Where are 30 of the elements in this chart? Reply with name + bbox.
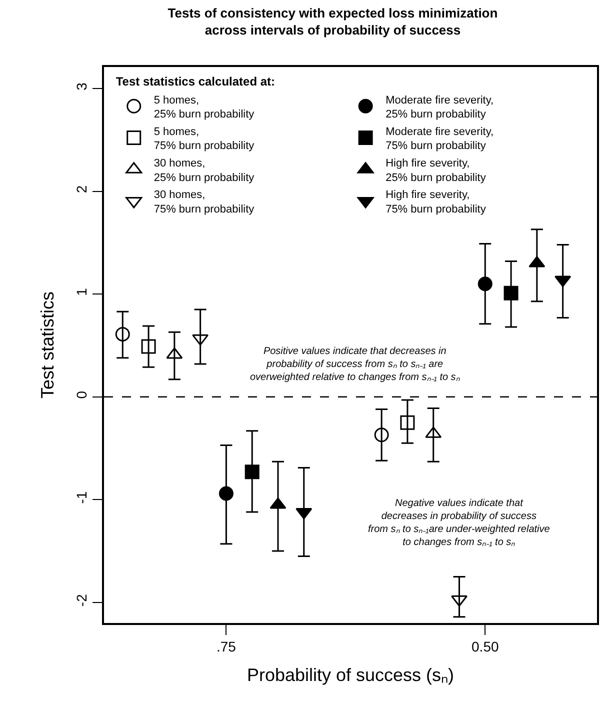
x-axis-title: Probability of success (sₙ) bbox=[246, 665, 454, 686]
annotation: Negative values indicate that decreases in probability of success from sₙ to sₙ₋₁are under-weighted relative to changes from sₙ₋₁ to sₙ bbox=[368, 498, 550, 548]
legend-label: 5 homes, 25% burn probability bbox=[154, 94, 255, 121]
x-tick-label: 0.50 bbox=[472, 638, 499, 655]
point bbox=[115, 326, 130, 342]
point bbox=[141, 339, 156, 354]
y-tick-label: -2 bbox=[74, 594, 90, 607]
legend-label: 30 homes, 75% burn probability bbox=[154, 189, 255, 216]
legend-label: 30 homes, 25% burn probability bbox=[154, 158, 255, 184]
y-tick-label: 2 bbox=[74, 185, 90, 194]
chart-title: Tests of consistency with expected loss minimization across intervals of probability of success bbox=[168, 6, 498, 38]
y-tick-label: 3 bbox=[74, 82, 90, 90]
legend-label: 5 homes, 75% burn probability bbox=[154, 126, 255, 152]
point bbox=[244, 464, 260, 480]
y-tick-label: 1 bbox=[74, 288, 90, 296]
annotation: Positive values indicate that decreases in probability of success from sₙ to sₙ₋₁ are overweighted relative to changes from sₙ₋₁ to sₙ bbox=[250, 346, 460, 383]
legend-label: Moderate fire severity, 25% burn probability bbox=[386, 94, 494, 121]
legend-label: High fire severity, 25% burn probability bbox=[386, 158, 486, 184]
point bbox=[218, 486, 234, 501]
y-tick-label: 0 bbox=[74, 390, 90, 399]
point bbox=[374, 428, 389, 442]
y-axis-title: Test statistics bbox=[37, 291, 58, 399]
legend-label: High fire severity, 75% burn probability bbox=[386, 189, 486, 216]
legend-title: Test statistics calculated at: bbox=[116, 74, 276, 88]
point bbox=[400, 415, 415, 430]
point bbox=[478, 276, 492, 292]
x-tick-label: .75 bbox=[216, 638, 236, 655]
point bbox=[504, 286, 518, 300]
legend-label: Moderate fire severity, 75% burn probability bbox=[386, 126, 494, 152]
y-tick-label: -1 bbox=[74, 491, 90, 504]
